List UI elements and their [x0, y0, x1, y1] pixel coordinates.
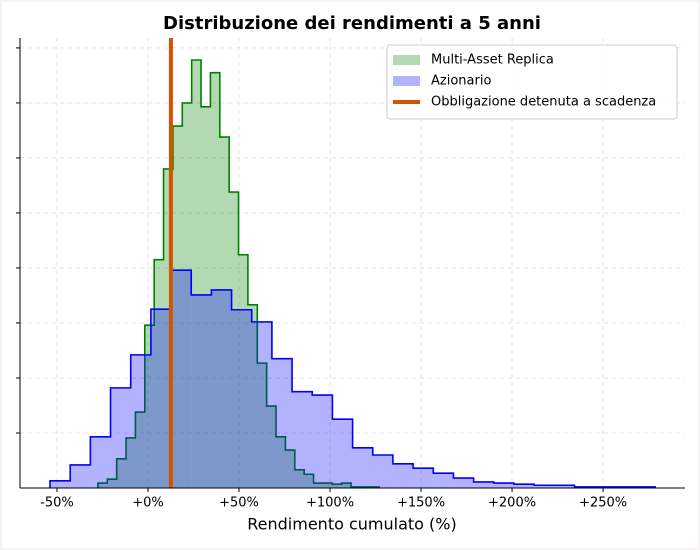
histogram-bar	[554, 485, 575, 488]
histogram-bar	[201, 106, 211, 488]
histogram-bar	[247, 304, 258, 488]
histogram-bar	[473, 481, 494, 488]
histogram-bar	[285, 450, 295, 488]
histogram-bar	[171, 270, 192, 488]
x-tick-label: +50%	[219, 496, 259, 511]
histogram-bar	[229, 192, 239, 488]
histogram-bar	[341, 483, 352, 488]
x-axis-label: Rendimento cumulato (%)	[247, 515, 456, 534]
legend-label: Azionario	[431, 74, 491, 89]
histogram-bar	[150, 309, 172, 488]
histogram-bar	[50, 480, 71, 488]
histogram-bar	[70, 464, 91, 488]
histogram-bar	[219, 137, 230, 488]
histogram-bar	[493, 483, 514, 488]
x-tick-label: -50%	[40, 496, 74, 511]
legend-label: Obbligazione detenuta a scadenza	[431, 95, 656, 110]
histogram-bar	[392, 463, 414, 488]
histogram-bar	[210, 72, 220, 488]
axes: -50% +0% +50% +100% +150% +200% +250%	[16, 38, 685, 511]
histogram-bar	[191, 294, 212, 488]
legend-box	[386, 44, 678, 120]
histogram-bar	[313, 483, 323, 488]
histogram-bar	[304, 474, 314, 488]
histogram-bar	[271, 358, 293, 488]
histogram-bar	[135, 412, 145, 488]
histogram-bar	[453, 478, 474, 488]
histogram-bar	[231, 309, 252, 488]
histogram-bar	[266, 406, 277, 488]
histogram-bar	[97, 483, 108, 488]
histogram-bar	[211, 289, 232, 488]
histogram-bar	[292, 391, 313, 488]
legend-label: Multi-Asset Replica	[431, 53, 554, 68]
histogram-bar	[312, 395, 333, 488]
histogram-bar	[110, 387, 131, 488]
legend: Multi-Asset Replica Azionario Obbligazione…	[386, 44, 678, 120]
histogram-bar	[163, 168, 173, 489]
histogram-bar	[352, 447, 373, 488]
x-tick-label: +200%	[488, 496, 536, 511]
histogram-bar	[90, 436, 111, 488]
histogram-bar	[238, 254, 248, 488]
chart-title: Distribuzione dei rendimenti a 5 anni	[163, 13, 541, 34]
legend-swatch	[393, 76, 420, 86]
legend-swatch	[393, 55, 420, 65]
histogram-bar	[294, 469, 305, 488]
histogram-bar	[413, 468, 434, 488]
histogram-bar	[332, 484, 342, 488]
histogram-bar	[107, 479, 117, 488]
histogram-bar	[332, 419, 353, 488]
histogram-bar	[251, 321, 272, 488]
histogram-bar	[322, 483, 333, 488]
histogram-bar	[154, 259, 164, 488]
histogram-bar	[372, 454, 393, 488]
histogram-bar	[172, 126, 183, 488]
histogram-bar	[513, 484, 535, 488]
histogram-outline	[49, 269, 656, 488]
x-tick-label: +250%	[579, 496, 627, 511]
histogram-outline	[97, 59, 380, 488]
histogram-bar	[126, 437, 136, 488]
histogram-bar	[433, 473, 454, 488]
x-tick-label: +100%	[306, 496, 354, 511]
histogram-bar	[534, 485, 555, 488]
histogram-bar	[276, 436, 286, 488]
histogram-bar	[257, 363, 267, 488]
histogram-bar	[116, 458, 127, 488]
histogram-bar	[182, 102, 192, 488]
x-tick-label: +150%	[397, 496, 445, 511]
histogram-bar	[191, 60, 202, 489]
histogram-bar	[130, 354, 151, 488]
histograms	[49, 38, 656, 489]
x-tick-label: +0%	[132, 496, 164, 511]
histogram-bar	[144, 325, 155, 488]
